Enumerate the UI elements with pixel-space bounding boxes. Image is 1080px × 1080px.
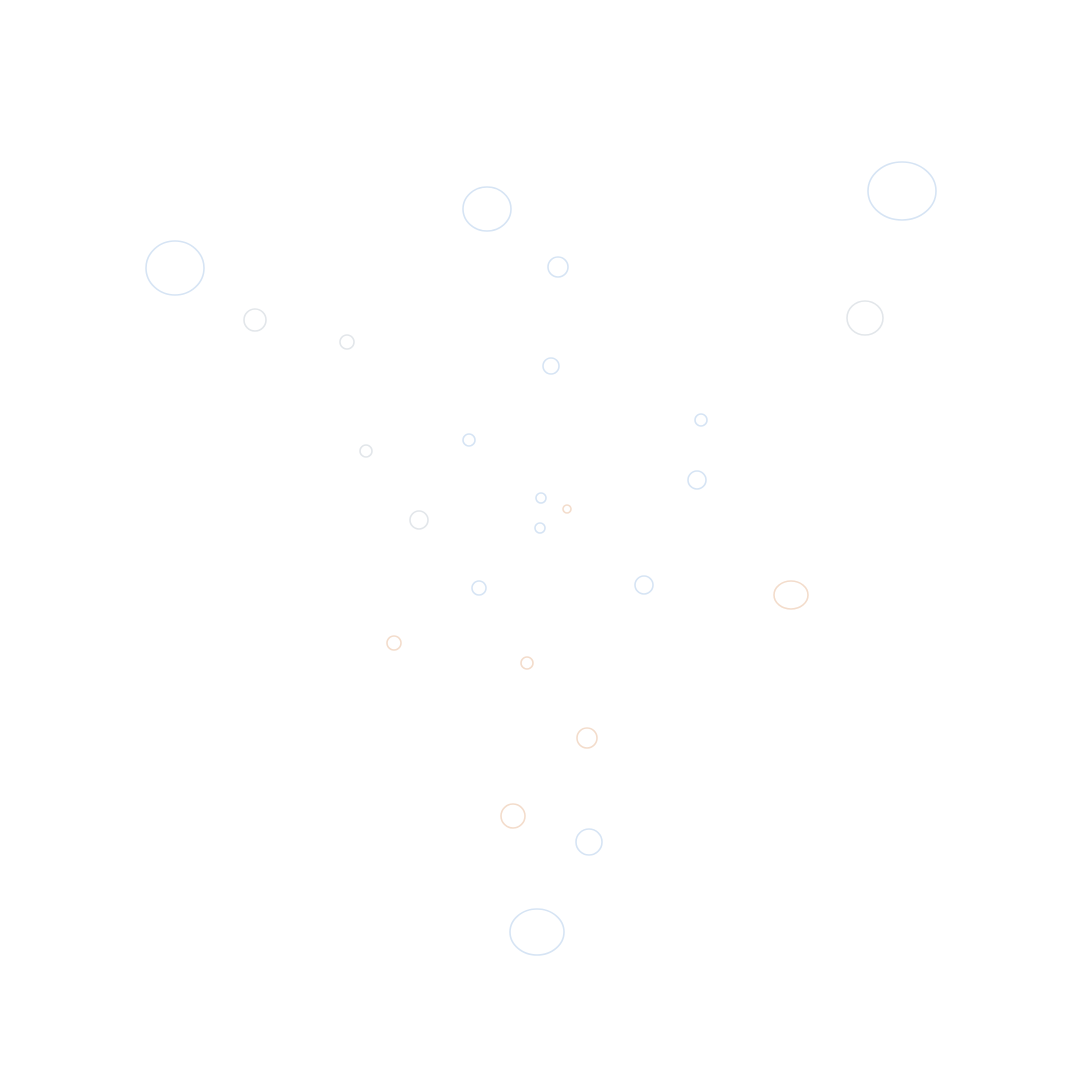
bubble	[634, 575, 654, 595]
bubble	[462, 186, 512, 232]
bubble	[846, 300, 884, 336]
bubble	[867, 161, 937, 221]
bubble	[409, 510, 429, 530]
bubble	[509, 908, 565, 956]
bubble	[547, 256, 569, 278]
bubble	[694, 413, 708, 427]
bubble	[243, 308, 267, 332]
bubble	[542, 357, 560, 375]
bubble	[500, 803, 526, 829]
bubble	[471, 580, 487, 596]
bubble	[520, 656, 534, 670]
bubble	[773, 580, 809, 610]
bubble	[339, 334, 355, 350]
bubble	[576, 727, 598, 749]
bubble	[386, 635, 402, 651]
bubble	[462, 433, 476, 447]
bubble	[535, 492, 547, 504]
bubble	[534, 522, 546, 534]
bubble	[562, 504, 572, 514]
bubble	[687, 470, 707, 490]
bubble	[145, 240, 205, 296]
bubble	[575, 828, 603, 856]
bubble	[359, 444, 373, 458]
